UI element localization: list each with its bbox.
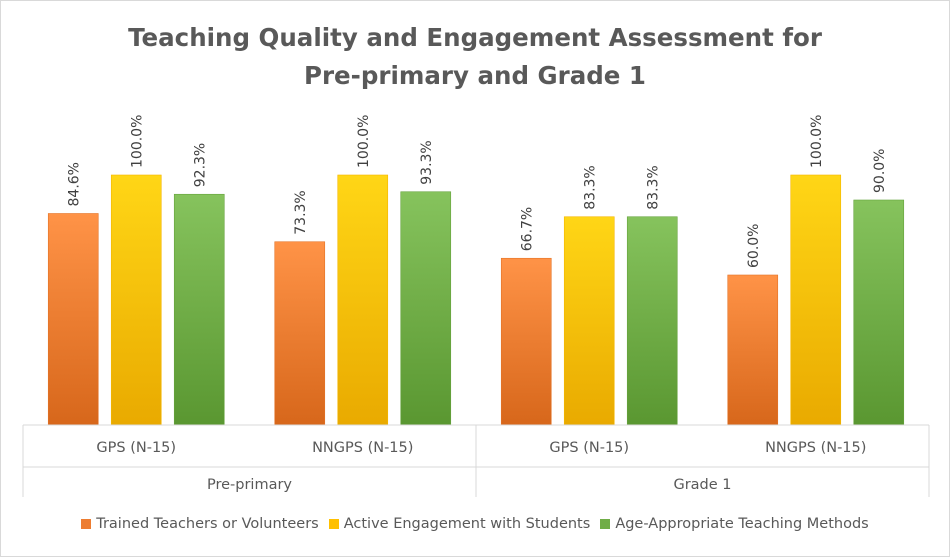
legend-item-age-appropriate: Age-Appropriate Teaching Methods xyxy=(600,516,869,532)
bar-series-3-category-3 xyxy=(626,216,678,426)
legend-swatch-age-appropriate xyxy=(600,519,611,529)
chart-title: Teaching Quality and Engagement Assessme… xyxy=(1,19,949,95)
bar-series-3-category-2 xyxy=(400,191,452,426)
data-label-series-2-category-3: 83.3% xyxy=(582,165,598,209)
data-label-series-3-category-3: 83.3% xyxy=(645,165,661,209)
legend-swatch-active-engagement xyxy=(328,519,339,529)
data-label-series-1-category-1: 84.6% xyxy=(66,162,82,206)
bar-series-2-category-4 xyxy=(790,174,842,426)
data-label-series-1-category-2: 73.3% xyxy=(293,190,309,234)
legend-label-age-appropriate: Age-Appropriate Teaching Methods xyxy=(615,516,869,532)
data-label-series-2-category-4: 100.0% xyxy=(809,115,825,168)
legend-item-active-engagement: Active Engagement with Students xyxy=(328,516,591,532)
bar-series-2-category-1 xyxy=(110,174,162,426)
bar-series-1-category-1 xyxy=(47,213,99,426)
bar-series-2-category-2 xyxy=(337,174,389,426)
category-label-1: GPS (N-15) xyxy=(96,440,176,456)
chart-title-line-2: Pre-primary and Grade 1 xyxy=(304,61,646,90)
bar-series-2-category-3 xyxy=(563,216,615,426)
legend-label-active-engagement: Active Engagement with Students xyxy=(343,516,591,532)
category-label-3: GPS (N-15) xyxy=(549,440,629,456)
bar-series-1-category-2 xyxy=(274,241,326,426)
data-label-series-2-category-1: 100.0% xyxy=(129,115,145,168)
bar-series-3-category-1 xyxy=(173,193,225,426)
bar-series-3-category-4 xyxy=(853,199,905,426)
data-label-series-3-category-4: 90.0% xyxy=(872,149,888,193)
category-label-2: NNGPS (N-15) xyxy=(312,440,413,456)
group-label-1: Pre-primary xyxy=(207,477,292,493)
data-label-series-3-category-1: 92.3% xyxy=(192,143,208,187)
data-label-series-1-category-3: 66.7% xyxy=(519,207,535,251)
data-label-series-3-category-2: 93.3% xyxy=(419,140,435,184)
chart-title-line-1: Teaching Quality and Engagement Assessme… xyxy=(128,23,822,52)
legend-swatch-trained-teachers xyxy=(81,519,92,529)
bar-series-1-category-3 xyxy=(500,257,552,426)
category-label-4: NNGPS (N-15) xyxy=(765,440,866,456)
group-label-2: Grade 1 xyxy=(673,477,731,493)
bar-series-1-category-4 xyxy=(727,274,779,426)
data-label-series-2-category-2: 100.0% xyxy=(356,115,372,168)
legend-item-trained-teachers: Trained Teachers or Volunteers xyxy=(81,516,319,532)
data-label-series-1-category-4: 60.0% xyxy=(746,224,762,268)
legend-label-trained-teachers: Trained Teachers or Volunteers xyxy=(96,516,319,532)
chart-legend: Trained Teachers or Volunteers Active En… xyxy=(1,513,949,535)
